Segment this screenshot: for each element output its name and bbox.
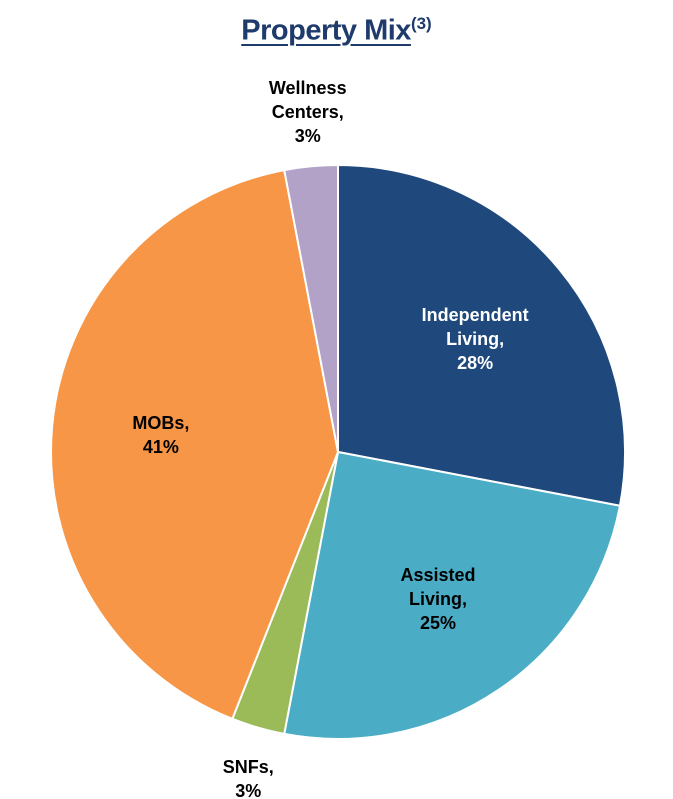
value-label: 3%: [235, 780, 262, 799]
pie-slice: [337, 163, 626, 507]
pie-slice: [283, 163, 339, 453]
slice-label: Assisted Living, 25%: [373, 563, 503, 635]
chart-title: Property Mix(3): [0, 14, 673, 48]
value-label: 41%: [142, 437, 179, 458]
category-label: MOBs,: [132, 413, 190, 434]
category-label: Assisted Living,: [400, 565, 476, 610]
title-superscript: (3): [410, 14, 432, 33]
slice-label: MOBs, 41%: [96, 411, 226, 459]
slice-label: Wellness Centers, 3%: [258, 76, 358, 148]
category-label: SNFs,: [222, 756, 274, 777]
slice-label: SNFs, 3%: [198, 755, 298, 799]
category-label: Independent Living,: [421, 304, 529, 349]
value-label: 3%: [294, 125, 321, 146]
value-label: 28%: [457, 352, 494, 373]
category-label: Wellness Centers,: [268, 77, 347, 122]
value-label: 25%: [420, 613, 457, 634]
pie-slice: [283, 450, 622, 740]
slice-label: Independent Living, 28%: [410, 303, 540, 375]
pie-slice: [50, 168, 340, 721]
title-text: Property Mix: [241, 14, 411, 47]
